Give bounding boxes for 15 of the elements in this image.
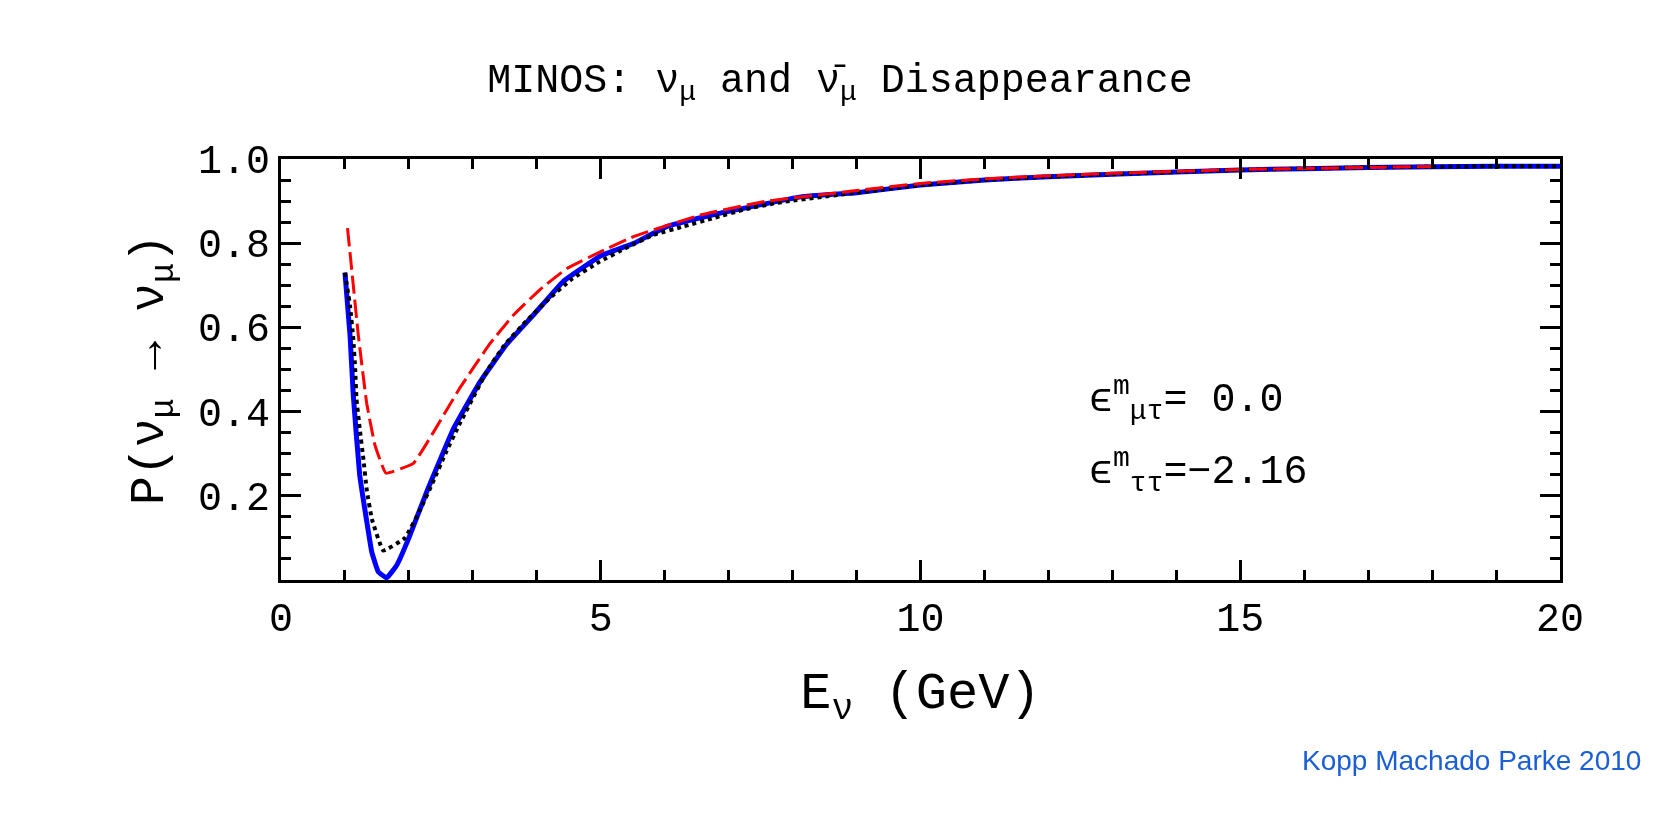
x-axis-title: E$_{ν}$ (GeV) [800, 664, 1041, 730]
annotation: ϵ$^{m}$$_{ττ}$=−2.16 [1089, 443, 1308, 500]
x-tick-label: 10 [896, 598, 945, 643]
x-tick-label: 5 [588, 598, 613, 643]
chart-title: MINOS: ν$_{μ}$ and ν̄$_{μ}$ Disappearance [487, 59, 1193, 109]
x-tick-label: 15 [1216, 598, 1265, 643]
x-tick-label: 20 [1535, 598, 1585, 643]
y-tick-label: 0.6 [197, 308, 270, 354]
y-tick-label: 0.4 [197, 392, 270, 438]
annotation: ϵ$^{m}$$_{μτ}$= 0.0 [1089, 371, 1284, 428]
x-tick-label: 0 [268, 598, 294, 643]
y-tick-label: 1.0 [197, 140, 270, 185]
y-tick-label: 0.2 [197, 476, 270, 522]
text: Kopp Machado Parke 2010 [1302, 745, 1642, 776]
y-tick-label: 0.8 [197, 224, 270, 270]
